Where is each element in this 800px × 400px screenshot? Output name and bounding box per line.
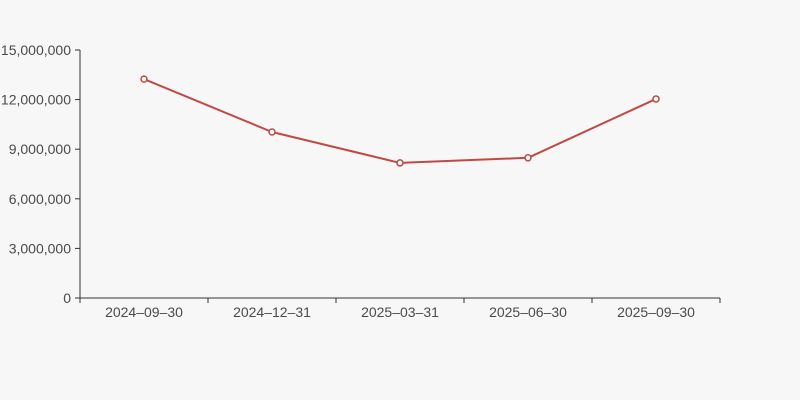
data-point-marker[interactable] [524,154,532,162]
x-axis-tick-label: 2025–06–30 [489,304,567,320]
x-axis-tick-label: 2025–09–30 [617,304,695,320]
x-axis-tick-label: 2025–03–31 [361,304,439,320]
y-axis-tick-label: 15,000,000 [1,42,71,58]
data-point-marker[interactable] [268,128,276,136]
y-axis-tick-label: 3,000,000 [9,240,71,256]
x-axis-tick-label: 2024–09–30 [105,304,183,320]
y-axis-tick-label: 9,000,000 [9,141,71,157]
data-point-marker[interactable] [140,75,148,83]
x-axis-tick-label: 2024–12–31 [233,304,311,320]
y-axis-tick-label: 0 [63,290,71,306]
y-axis-tick-label: 12,000,000 [1,92,71,108]
data-point-marker[interactable] [652,95,660,103]
y-axis-tick-label: 6,000,000 [9,191,71,207]
data-point-marker[interactable] [396,159,404,167]
